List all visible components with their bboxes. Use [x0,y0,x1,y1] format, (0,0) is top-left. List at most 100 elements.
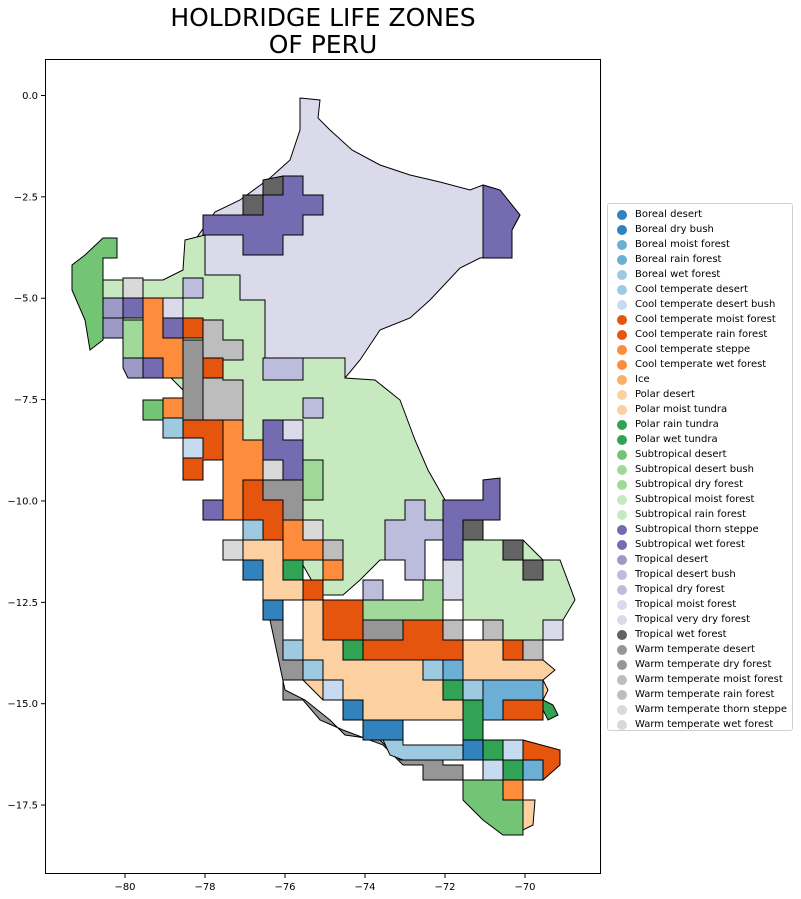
legend-marker-icon [617,704,627,715]
legend-marker-icon [617,539,627,550]
boreal-moist-forest-2 [482,679,544,721]
tropical-wet-forest-1 [242,194,264,216]
legend-label: Polar desert [635,389,695,400]
legend-marker-icon [617,254,627,265]
legend-marker-icon [617,389,627,400]
tropical-desert-bush-center [262,357,304,381]
legend-item: Cool temperate desert bush [608,297,792,312]
legend-item: Subtropical wet forest [608,537,792,552]
tropical-wet-forest-3 [462,519,484,541]
legend-label: Subtropical moist forest [635,494,755,505]
legend-label: Subtropical dry forest [635,479,744,490]
legend-label: Cool temperate moist forest [635,314,776,325]
cool-temperate-moist-forest-2 [182,317,204,339]
y-tick-label: −7.5 [14,395,38,406]
legend-label: Boreal dry bush [635,224,714,235]
legend-item: Subtropical thorn steppe [608,522,792,537]
legend-label: Tropical very dry forest [635,614,751,625]
tropical-desert-bush-coast-2 [302,397,324,419]
cool-temperate-steppe-north [142,297,184,379]
legend-marker-icon [617,614,627,625]
boreal-wet-forest-5 [422,659,444,681]
legend-label: Boreal moist forest [635,239,730,250]
life-zone-regions [71,97,576,836]
subtropical-desert-north-coast [71,237,118,351]
legend-marker-icon [617,299,627,310]
tropical-wet-forest-2 [262,175,284,196]
legend-item: Cool temperate steppe [608,342,792,357]
tropical-desert-coast-3 [122,357,144,379]
boreal-moist-forest-3 [522,759,544,781]
legend-label: Tropical desert bush [635,569,736,580]
legend-marker-icon [617,479,627,490]
legend-item: Polar desert [608,387,792,402]
legend-label: Cool temperate desert [635,284,748,295]
legend-label: Polar wet tundra [635,434,718,445]
legend-item: Subtropical desert bush [608,462,792,477]
legend-item: Subtropical rain forest [608,507,792,522]
legend-marker-icon [617,314,627,325]
tropical-wet-forest-5 [522,559,544,581]
legend-item: Cool temperate wet forest [608,357,792,372]
y-tick-label: −12.5 [7,598,38,609]
legend-item: Boreal desert [608,207,792,222]
legend-item: Tropical wet forest [608,627,792,642]
y-tick-label: 0.0 [22,91,38,102]
x-tick-label: −78 [194,882,215,893]
y-tick-label: −5.0 [14,294,38,305]
legend-item: Polar rain tundra [608,417,792,432]
legend-item: Tropical dry forest [608,582,792,597]
legend-marker-icon [617,209,627,220]
legend-label: Polar rain tundra [635,419,719,430]
x-tick-label: −74 [354,882,375,893]
cool-temperate-desert-bush-3 [482,759,504,781]
boreal-desert-2 [262,599,284,621]
legend-label: Warm temperate rain forest [635,689,775,700]
boreal-desert-1 [242,559,264,581]
cool-temperate-desert-bush-1 [182,437,204,459]
tropical-moist-forest-patch-3 [542,619,564,641]
x-tick-label: −72 [434,882,455,893]
y-tick-label: −2.5 [14,192,38,203]
legend-item: Subtropical moist forest [608,492,792,507]
polar-rain-tundra-1 [282,559,304,581]
legend-marker-icon [617,344,627,355]
tropical-desert-bush-coast-1 [182,277,204,299]
legend-item: Ice [608,372,792,387]
legend-label: Tropical moist forest [635,599,737,610]
legend-label: Boreal desert [635,209,703,220]
legend-item: Boreal moist forest [608,237,792,252]
polar-rain-tundra-7 [542,699,559,721]
title-line-1: HOLDRIDGE LIFE ZONES [170,3,476,32]
legend-item: Subtropical dry forest [608,477,792,492]
legend-label: Warm temperate desert [635,644,755,655]
boreal-wet-forest-2 [242,519,264,541]
legend-marker-icon [617,509,627,520]
legend: Boreal desert Boreal dry bush Boreal moist… [607,203,793,731]
legend-marker-icon [617,329,627,340]
x-tick-label: −80 [114,882,135,893]
tropical-desert-coast-2 [102,317,124,339]
legend-marker-icon [617,554,627,565]
legend-marker-icon [617,719,627,730]
legend-item: Cool temperate desert [608,282,792,297]
polar-moist-tundra-4 [522,799,536,831]
legend-marker-icon [617,644,627,655]
legend-marker-icon [617,569,627,580]
legend-item: Warm temperate thorn steppe [608,702,792,717]
legend-label: Ice [635,374,650,385]
legend-item: Boreal wet forest [608,267,792,282]
legend-marker-icon [617,599,627,610]
legend-item: Boreal dry bush [608,222,792,237]
legend-marker-icon [617,434,627,445]
legend-marker-icon [617,359,627,370]
legend-marker-icon [617,629,627,640]
legend-item: Polar wet tundra [608,432,792,447]
legend-label: Subtropical rain forest [635,509,747,520]
legend-item: Tropical very dry forest [608,612,792,627]
tropical-moist-forest-patch-2 [442,559,464,601]
legend-marker-icon [617,584,627,595]
legend-marker-icon [617,239,627,250]
legend-marker-icon [617,269,627,280]
y-tick-label: −10.0 [7,496,38,507]
